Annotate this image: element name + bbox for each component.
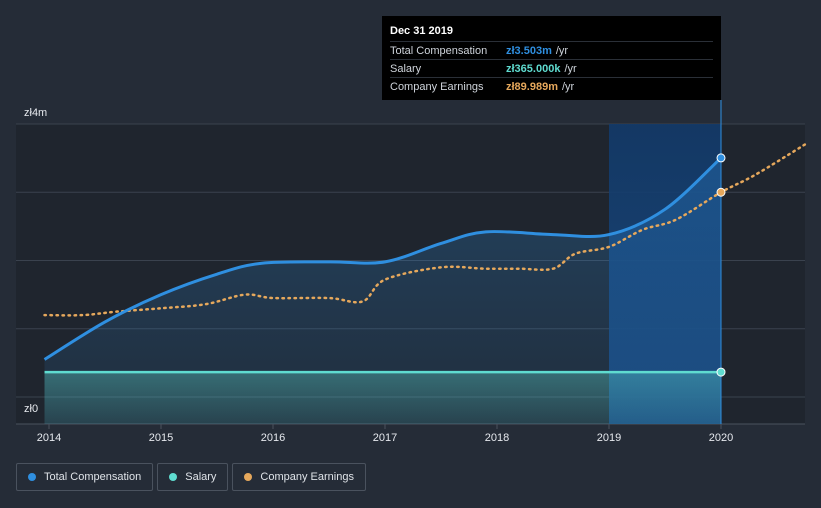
x-tick-label: 2016 (261, 432, 285, 444)
tooltip-value: zł365.000k (506, 62, 561, 75)
y-axis-ticks: zł0 zł4m (24, 107, 47, 415)
legend-item-total-compensation[interactable]: Total Compensation (16, 463, 154, 491)
x-axis-ticks: 2014 2015 2016 2017 2018 2019 2020 (37, 424, 733, 444)
tooltip-unit: /yr (564, 62, 577, 75)
tooltip: Dec 31 2019 Total Compensation zł3.503m … (382, 16, 721, 100)
x-tick-label: 2014 (37, 432, 61, 444)
compensation-marker (716, 153, 726, 163)
x-tick-label: 2018 (485, 432, 509, 444)
legend-dot-icon (28, 473, 36, 481)
legend-dot-icon (169, 473, 178, 481)
legend-label: Company Earnings (260, 471, 354, 483)
x-tick-label: 2015 (149, 432, 173, 444)
legend-dot-icon (244, 473, 253, 481)
earnings-marker (716, 187, 726, 197)
x-tick-label: 2017 (373, 432, 397, 444)
tooltip-row-earnings: Company Earnings zł89.989m /yr (390, 77, 713, 95)
y-tick-label: zł4m (24, 107, 47, 119)
salary-marker (716, 367, 726, 377)
tooltip-unit: /yr (555, 44, 569, 57)
total-compensation-line (43, 156, 723, 361)
legend-label: Salary (185, 471, 217, 483)
tooltip-label: Salary (390, 62, 422, 75)
y-tick-label: zł0 (24, 403, 38, 415)
x-tick-label: 2019 (597, 432, 621, 444)
company-earnings-line (43, 143, 807, 317)
tooltip-value: zł89.989m (506, 80, 558, 93)
legend-label: Total Compensation (44, 471, 142, 483)
tooltip-row-compensation: Total Compensation zł3.503m /yr (390, 41, 713, 59)
total-compensation-area (44, 157, 721, 424)
tooltip-unit: /yr (561, 80, 575, 93)
chart-legend: Total Compensation Salary Company Earnin… (16, 463, 366, 491)
tooltip-value: zł3.503m (506, 44, 552, 57)
tooltip-label: Company Earnings (390, 80, 484, 93)
tooltip-label: Total Compensation (390, 44, 488, 57)
highlight-markers (716, 153, 726, 377)
tooltip-title: Dec 31 2019 (390, 25, 453, 37)
x-tick-label: 2020 (709, 432, 733, 444)
salary-area (44, 372, 721, 424)
tooltip-row-salary: Salary zł365.000k /yr (390, 59, 713, 77)
legend-item-company-earnings[interactable]: Company Earnings (232, 463, 366, 491)
legend-item-salary[interactable]: Salary (157, 463, 229, 491)
